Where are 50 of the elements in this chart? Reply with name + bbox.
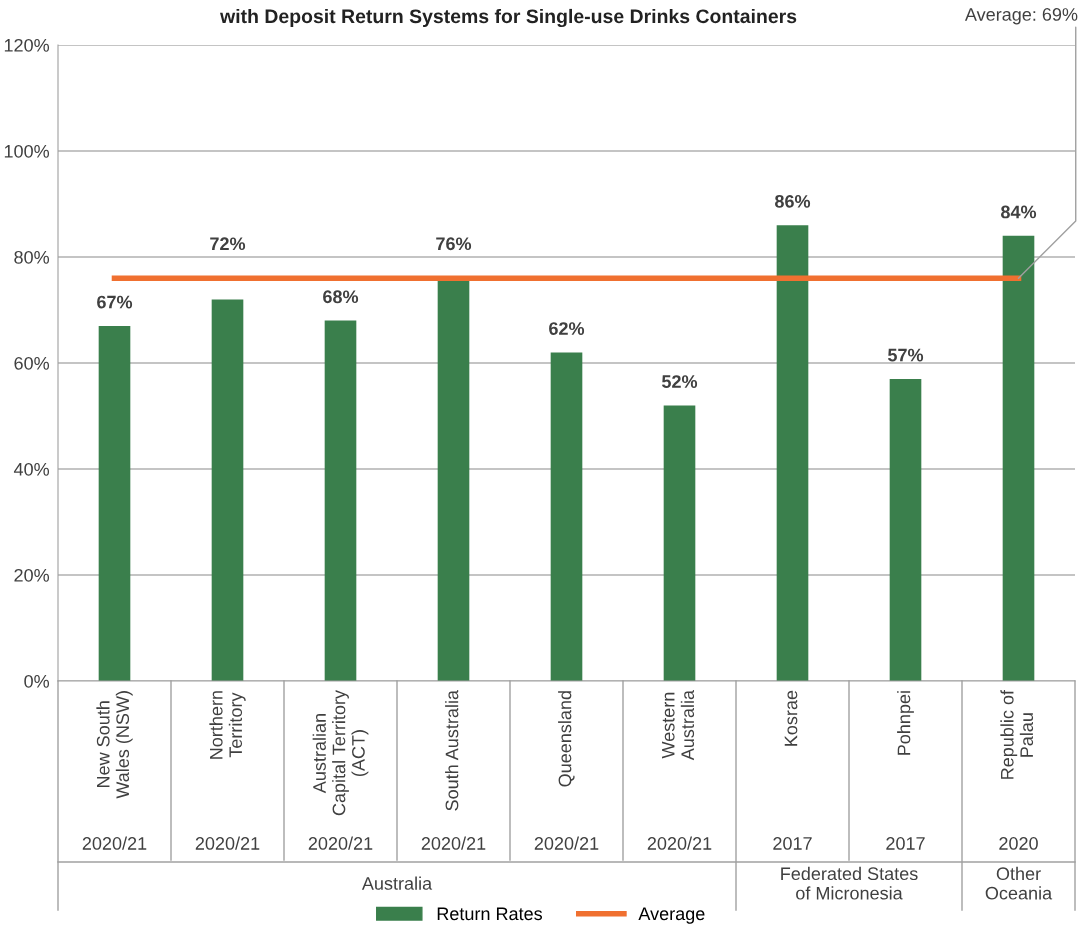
data-label: 62% xyxy=(549,322,585,335)
y-tick-label: 40% xyxy=(13,462,50,476)
x-tick-label: South Australia xyxy=(445,690,459,811)
text: Other Oceania xyxy=(985,866,1053,900)
legend-label: Average xyxy=(638,907,705,924)
chart-title: with Deposit Return Systems for Single-use Drinks Containers xyxy=(220,8,797,28)
x-tick-label: New South Wales (NSW) xyxy=(96,691,133,799)
x-tick-label: Western Australia xyxy=(662,690,695,761)
y-tick-label: 0% xyxy=(24,674,50,688)
annotation: Average: 69% xyxy=(964,8,1078,25)
y-tick-label: 20% xyxy=(14,568,50,582)
text: 2020/21 xyxy=(647,836,712,850)
bar xyxy=(776,225,809,681)
data-label: 52% xyxy=(661,375,698,388)
y-tick-label: 60% xyxy=(14,356,50,370)
text: 2017 xyxy=(886,837,925,850)
bar xyxy=(211,299,244,681)
data-label: 57% xyxy=(887,348,924,362)
x-tick-label: Pohnpei xyxy=(897,691,914,755)
data-label: 67% xyxy=(97,295,133,309)
data-label: 86% xyxy=(775,194,811,208)
data-label: 72% xyxy=(210,237,246,251)
text: Federated States of Micronesia xyxy=(781,866,918,900)
bar xyxy=(1002,235,1035,681)
y-tick-label: 80% xyxy=(14,250,50,264)
text: 2017 xyxy=(773,837,812,850)
legend-label: Return Rates xyxy=(437,907,543,921)
x-tick-label: Kosrae xyxy=(784,690,798,746)
x-tick-label: Queensland xyxy=(558,691,575,787)
text: 2020/21 xyxy=(308,836,373,850)
bar xyxy=(889,378,922,681)
text: 2020/21 xyxy=(195,836,260,850)
x-tick-label: Republic of Palau xyxy=(1000,689,1034,779)
bar xyxy=(324,320,357,681)
y-tick-label: 100% xyxy=(4,144,50,158)
bar xyxy=(550,352,583,681)
bar xyxy=(437,278,470,681)
data-label: 68% xyxy=(323,290,359,304)
bar xyxy=(98,325,131,681)
text: 2020/21 xyxy=(534,836,599,850)
data-label: 84% xyxy=(1001,205,1037,219)
y-tick-label: 120% xyxy=(4,38,50,52)
text: 2020/21 xyxy=(82,836,147,850)
text: 2020 xyxy=(999,837,1038,850)
x-tick-label: Australian Capital Territory (ACT) xyxy=(312,690,369,816)
text: Australia xyxy=(361,876,433,890)
text: 2020/21 xyxy=(421,836,486,850)
x-tick-label: Northern Territory xyxy=(209,691,246,759)
data-label: 76% xyxy=(436,237,472,251)
bar xyxy=(663,405,696,681)
